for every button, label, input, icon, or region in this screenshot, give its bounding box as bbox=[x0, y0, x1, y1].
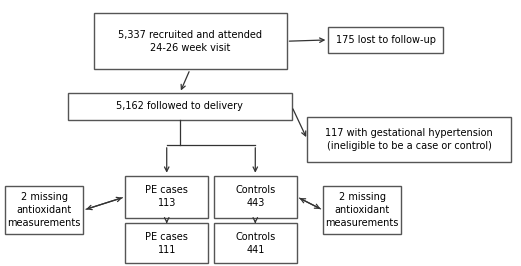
FancyBboxPatch shape bbox=[214, 176, 297, 218]
Text: 2 missing
antioxidant
measurements: 2 missing antioxidant measurements bbox=[326, 192, 399, 228]
FancyBboxPatch shape bbox=[323, 186, 401, 234]
FancyBboxPatch shape bbox=[68, 93, 292, 120]
Text: Controls
443: Controls 443 bbox=[235, 185, 276, 209]
FancyBboxPatch shape bbox=[214, 223, 297, 263]
FancyBboxPatch shape bbox=[307, 117, 511, 162]
FancyBboxPatch shape bbox=[94, 13, 287, 69]
FancyBboxPatch shape bbox=[125, 223, 208, 263]
FancyBboxPatch shape bbox=[125, 176, 208, 218]
FancyBboxPatch shape bbox=[328, 27, 443, 53]
FancyBboxPatch shape bbox=[5, 186, 83, 234]
Text: PE cases
111: PE cases 111 bbox=[145, 232, 188, 255]
Text: 175 lost to follow-up: 175 lost to follow-up bbox=[336, 35, 436, 45]
Text: 5,162 followed to delivery: 5,162 followed to delivery bbox=[116, 101, 243, 111]
Text: Controls
441: Controls 441 bbox=[235, 232, 276, 255]
Text: PE cases
113: PE cases 113 bbox=[145, 185, 188, 209]
Text: 2 missing
antioxidant
measurements: 2 missing antioxidant measurements bbox=[8, 192, 81, 228]
Text: 5,337 recruited and attended
24-26 week visit: 5,337 recruited and attended 24-26 week … bbox=[118, 30, 262, 53]
Text: 117 with gestational hypertension
(ineligible to be a case or control): 117 with gestational hypertension (ineli… bbox=[325, 128, 493, 151]
